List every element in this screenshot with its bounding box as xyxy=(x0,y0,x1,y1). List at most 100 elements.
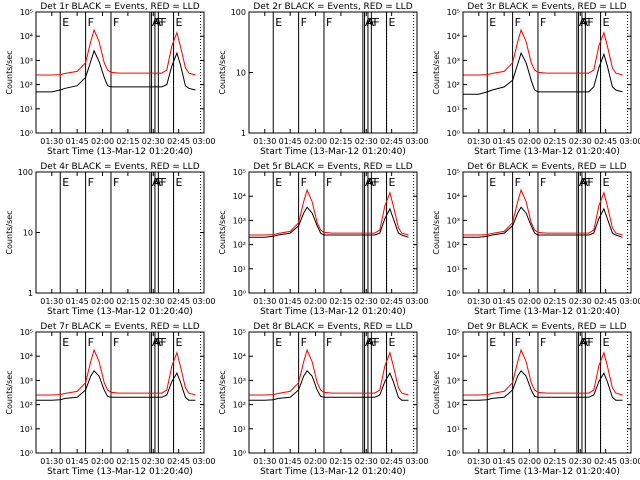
marker-label: A xyxy=(154,336,162,349)
marker-label: F xyxy=(301,176,307,189)
x-tick-label: 01:45 xyxy=(493,137,516,146)
y-tick-label: 10⁵ xyxy=(20,8,33,17)
marker-label: F xyxy=(540,336,546,349)
y-tick-label: 10³ xyxy=(447,56,460,65)
series-events-line xyxy=(463,206,623,238)
marker-label: F xyxy=(113,176,119,189)
x-tick-label: 03:00 xyxy=(619,137,640,146)
y-tick-label: 10¹ xyxy=(20,105,33,114)
marker-label: E xyxy=(275,176,282,189)
panel-title: Det 9r BLACK = Events, RED = LLD xyxy=(467,322,626,332)
marker-label: A xyxy=(579,336,587,349)
y-tick-label: 10⁰ xyxy=(447,129,460,138)
x-tick-label: 02:45 xyxy=(167,137,190,146)
x-tick-label: 01:45 xyxy=(493,297,516,306)
y-axis-label: Counts/sec xyxy=(5,50,14,94)
x-tick-label: 02:30 xyxy=(569,457,592,466)
marker-label: F xyxy=(88,16,94,29)
y-tick-label: 10⁴ xyxy=(447,192,460,201)
x-tick-label: 02:15 xyxy=(329,457,352,466)
x-tick-label: 02:30 xyxy=(355,297,378,306)
x-tick-label: 02:30 xyxy=(142,457,165,466)
marker-label: A xyxy=(365,16,373,29)
panel-title: Det 1r BLACK = Events, RED = LLD xyxy=(40,2,199,12)
marker-label: E xyxy=(176,16,183,29)
y-tick-label: 10 xyxy=(236,69,246,78)
x-tick-label: 02:15 xyxy=(116,137,139,146)
y-tick-label: 10⁵ xyxy=(233,328,246,337)
marker-label: A xyxy=(367,336,375,349)
marker-label: E xyxy=(489,16,496,29)
x-tick-label: 02:00 xyxy=(304,457,327,466)
x-tick-label: 03:00 xyxy=(192,457,215,466)
y-tick-label: 10⁴ xyxy=(20,352,33,361)
marker-label: F xyxy=(157,336,163,349)
panel-title: Det 8r BLACK = Events, RED = LLD xyxy=(253,322,412,332)
marker-label: F xyxy=(113,16,119,29)
x-tick-label: 02:30 xyxy=(569,137,592,146)
marker-label: F xyxy=(160,176,166,189)
x-tick-label: 01:45 xyxy=(279,137,302,146)
x-tick-label: 01:30 xyxy=(253,297,276,306)
marker-label: A xyxy=(581,336,589,349)
y-tick-label: 10⁴ xyxy=(233,192,246,201)
y-tick-label: 10³ xyxy=(20,56,33,65)
series-lld-line xyxy=(463,188,623,236)
series-events-line xyxy=(463,51,623,95)
x-tick-label: 02:15 xyxy=(543,297,566,306)
x-axis-label: Start Time (13-Mar-12 01:20:40) xyxy=(474,147,620,157)
series-events-line xyxy=(249,369,409,401)
y-tick-label: 10³ xyxy=(233,216,246,225)
x-tick-label: 02:45 xyxy=(594,297,617,306)
panel-title: Det 7r BLACK = Events, RED = LLD xyxy=(40,322,199,332)
marker-label: F xyxy=(515,16,521,29)
marker-label: F xyxy=(584,336,590,349)
y-tick-label: 10² xyxy=(20,81,33,90)
marker-label: F xyxy=(113,336,119,349)
y-axis-label: Counts/sec xyxy=(432,210,441,254)
y-tick-label: 10⁰ xyxy=(233,289,246,298)
y-tick-label: 10⁴ xyxy=(447,32,460,41)
y-tick-label: 10³ xyxy=(447,216,460,225)
y-tick-label: 100 xyxy=(231,8,246,17)
marker-label: E xyxy=(489,176,496,189)
series-lld-line xyxy=(36,28,196,76)
marker-label: F xyxy=(373,16,379,29)
x-tick-label: 02:00 xyxy=(518,297,541,306)
y-tick-label: 10⁰ xyxy=(447,289,460,298)
x-tick-label: 02:45 xyxy=(380,297,403,306)
x-tick-label: 02:30 xyxy=(355,137,378,146)
x-tick-label: 01:45 xyxy=(493,457,516,466)
panel-title: Det 5r BLACK = Events, RED = LLD xyxy=(253,162,412,172)
x-tick-label: 02:00 xyxy=(304,137,327,146)
x-tick-label: 02:30 xyxy=(355,457,378,466)
marker-label: F xyxy=(160,16,166,29)
y-tick-label: 10⁰ xyxy=(447,449,460,458)
x-tick-label: 03:00 xyxy=(619,457,640,466)
x-tick-label: 02:30 xyxy=(142,297,165,306)
marker-label: F xyxy=(373,336,379,349)
marker-label: E xyxy=(603,176,610,189)
marker-label: F xyxy=(301,16,307,29)
marker-label: A xyxy=(152,16,160,29)
series-lld-line xyxy=(249,188,409,236)
x-tick-label: 02:00 xyxy=(91,137,114,146)
x-tick-label: 01:30 xyxy=(467,457,490,466)
y-tick-label: 10⁵ xyxy=(20,328,33,337)
y-tick-label: 10⁰ xyxy=(233,449,246,458)
plot-frame xyxy=(248,11,418,134)
x-tick-label: 02:45 xyxy=(594,137,617,146)
x-tick-label: 01:30 xyxy=(253,137,276,146)
panel-title: Det 4r BLACK = Events, RED = LLD xyxy=(40,162,199,172)
marker-label: E xyxy=(275,16,282,29)
x-tick-label: 02:15 xyxy=(116,297,139,306)
y-tick-label: 10⁴ xyxy=(20,32,33,41)
marker-label: F xyxy=(157,16,163,29)
marker-label: F xyxy=(370,336,376,349)
marker-label: A xyxy=(579,176,587,189)
marker-label: E xyxy=(275,336,282,349)
